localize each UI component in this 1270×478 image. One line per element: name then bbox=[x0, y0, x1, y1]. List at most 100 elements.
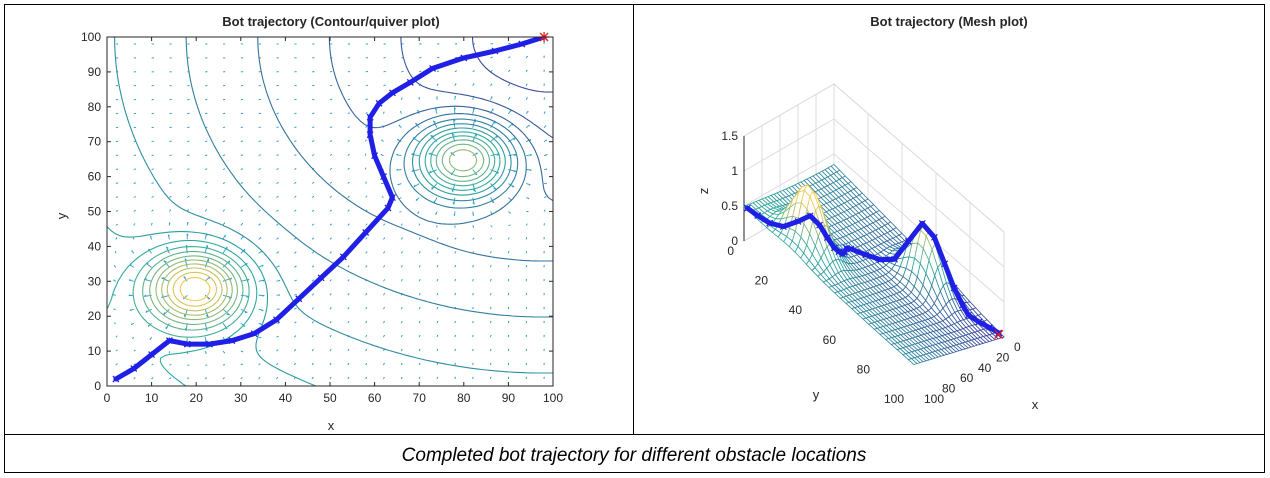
z-tick-label: 1 bbox=[731, 164, 738, 178]
quiver-arrow bbox=[222, 277, 232, 282]
quiver-arrow-head bbox=[206, 98, 208, 101]
trajectory-point-3d bbox=[975, 318, 983, 326]
quiver-arrow-head bbox=[183, 314, 186, 318]
quiver-arrow-head bbox=[115, 250, 117, 253]
y-tick-label: 20 bbox=[88, 309, 102, 323]
contour-line bbox=[132, 135, 496, 338]
y-tick-label: 60 bbox=[823, 333, 837, 347]
quiver-arrow-head bbox=[415, 122, 418, 125]
quiver-arrow-head bbox=[183, 297, 185, 300]
x-tick-label: 10 bbox=[145, 391, 159, 405]
quiver-arrow-head bbox=[491, 201, 495, 204]
trajectory-point bbox=[366, 131, 374, 139]
contour-line bbox=[179, 276, 211, 302]
quiver-arrow-head bbox=[397, 183, 399, 186]
y-tick-label: 80 bbox=[857, 362, 871, 376]
quiver-arrow-head bbox=[163, 260, 167, 263]
x-tick-label: 50 bbox=[323, 391, 337, 405]
contour-line bbox=[107, 127, 506, 386]
mesh-axes-box bbox=[743, 82, 1005, 339]
quiver-arrow-head bbox=[545, 182, 547, 185]
quiver-arrow-head bbox=[472, 214, 474, 216]
trajectory-point-3d bbox=[754, 212, 762, 219]
quiver-arrow-head bbox=[452, 201, 455, 205]
trajectory-point bbox=[165, 337, 173, 345]
trajectory-point-3d bbox=[779, 223, 787, 230]
quiver-arrow-head bbox=[205, 314, 209, 318]
quiver-arrow bbox=[204, 323, 208, 331]
trajectory-point bbox=[130, 365, 138, 373]
quiver-arrow bbox=[184, 258, 188, 268]
quiver-arrow bbox=[413, 183, 420, 188]
grid-line bbox=[743, 118, 1005, 268]
quiver-arrow-head bbox=[278, 294, 281, 296]
quiver-arrow-head bbox=[313, 84, 315, 87]
quiver-arrow-head bbox=[262, 279, 265, 282]
quiver-arrow-head bbox=[331, 84, 333, 87]
quiver-arrow-head bbox=[206, 245, 209, 249]
contour-line bbox=[257, 37, 553, 262]
quiver-arrow-head bbox=[186, 352, 189, 355]
quiver-arrow-head bbox=[117, 140, 119, 142]
trajectory-point bbox=[206, 340, 214, 348]
contour-lines bbox=[107, 37, 553, 386]
quiver-arrow-head bbox=[472, 189, 476, 192]
quiver-arrow-head bbox=[313, 98, 315, 100]
y-tick-label: 40 bbox=[88, 239, 102, 253]
quiver-arrow-head bbox=[545, 168, 548, 171]
quiver-arrow-head bbox=[261, 264, 264, 267]
quiver-arrow bbox=[222, 246, 228, 254]
quiver-arrow bbox=[163, 308, 170, 316]
quiver-arrow-head bbox=[433, 120, 436, 123]
quiver-arrow-head bbox=[529, 154, 532, 157]
grid-line bbox=[743, 153, 1005, 303]
quiver-arrow bbox=[144, 278, 152, 282]
x-tick-label: 30 bbox=[234, 391, 248, 405]
x-tick-label: 0 bbox=[1014, 340, 1021, 354]
contour-line bbox=[142, 139, 490, 331]
quiver-arrow-head bbox=[456, 56, 458, 59]
trajectory-point-3d bbox=[904, 237, 912, 245]
x-tick-label: 70 bbox=[413, 391, 427, 405]
quiver-arrow-head bbox=[529, 169, 532, 172]
quiver-arrow-head bbox=[145, 310, 148, 313]
z-tick-label: 0 bbox=[731, 234, 738, 248]
quiver-arrow-head bbox=[183, 276, 186, 278]
quiver-arrow-head bbox=[259, 350, 262, 352]
contour-line bbox=[185, 37, 553, 318]
quiver-arrow-head bbox=[384, 70, 386, 73]
quiver-arrow bbox=[145, 308, 152, 313]
quiver-arrow-head bbox=[150, 235, 152, 238]
quiver-arrow-head bbox=[513, 137, 516, 141]
quiver-arrow-head bbox=[454, 95, 457, 98]
trajectory-point-3d bbox=[794, 217, 802, 225]
quiver-arrow-head bbox=[454, 107, 457, 110]
contour-line bbox=[328, 37, 553, 202]
quiver-arrow-head bbox=[166, 246, 169, 249]
trajectory-point bbox=[295, 295, 303, 303]
quiver-arrow bbox=[222, 308, 230, 316]
quiver-arrow-head bbox=[259, 98, 262, 101]
quiver-arrow-head bbox=[451, 133, 455, 136]
quiver-arrow-head bbox=[349, 84, 351, 87]
quiver-arrow bbox=[240, 278, 250, 282]
quiver-arrow bbox=[490, 153, 500, 157]
trajectory-point-3d bbox=[823, 234, 831, 242]
trajectory-point bbox=[366, 113, 374, 121]
y-tick-label: 90 bbox=[88, 65, 102, 79]
quiver-arrow-head bbox=[278, 308, 280, 311]
quiver-arrow-head bbox=[241, 112, 244, 114]
figure-canvas: Bot trajectory (Contour/quiver plot) 0 10… bbox=[4, 4, 1265, 473]
contour-line bbox=[107, 131, 501, 386]
quiver-arrow-head bbox=[259, 112, 261, 114]
contour-plot-xlabel: x bbox=[328, 418, 335, 433]
quiver-arrow-head bbox=[435, 108, 438, 111]
quiver-arrow bbox=[411, 153, 420, 157]
quiver-arrow-head bbox=[413, 184, 416, 188]
quiver-arrow bbox=[472, 169, 478, 176]
quiver-arrow-head bbox=[417, 109, 419, 112]
mesh-surface bbox=[743, 164, 1005, 365]
contour-line bbox=[166, 267, 223, 312]
quiver-arrow bbox=[222, 294, 232, 298]
